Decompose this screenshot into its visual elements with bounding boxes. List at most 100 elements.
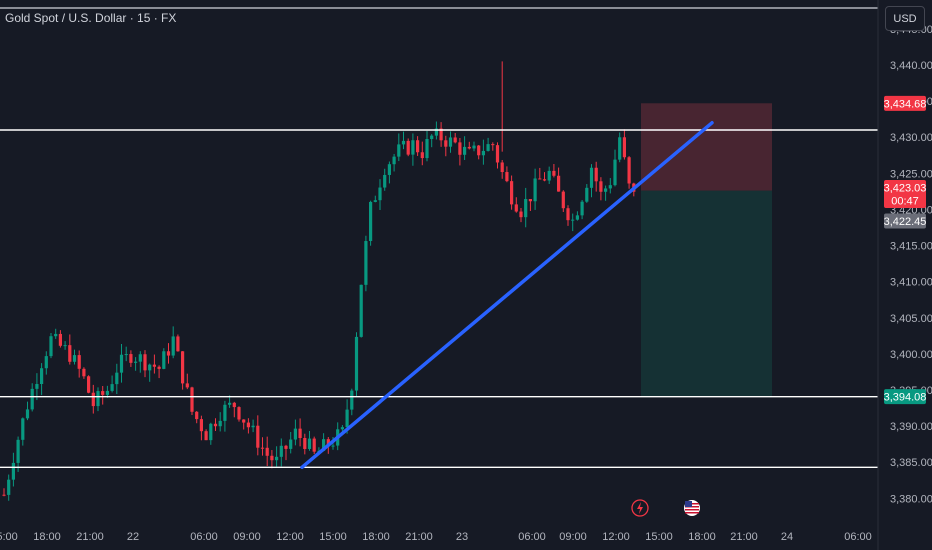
candle-body	[552, 170, 556, 176]
candle-body	[256, 425, 260, 448]
candle-body	[580, 201, 584, 216]
candle-body	[326, 439, 330, 447]
candle-body	[519, 211, 523, 218]
candle-body	[416, 140, 420, 153]
candle-body	[401, 140, 406, 145]
horizontal-lines[interactable]	[0, 129, 878, 468]
candle-body	[242, 419, 246, 423]
y-tick-label: 3,430.00	[890, 132, 932, 144]
candle-body	[373, 200, 377, 202]
trendline-segment	[300, 121, 714, 470]
candle-body	[369, 201, 373, 242]
candle-body	[557, 175, 561, 192]
candle-body	[228, 402, 232, 405]
candle-body	[138, 354, 142, 362]
candle-body	[524, 199, 528, 218]
y-tick-label: 3,410.00	[890, 277, 932, 289]
candle-body	[383, 174, 387, 188]
candle-body	[491, 144, 495, 146]
candle-body	[119, 354, 124, 373]
candle-body	[561, 191, 565, 209]
candle-body	[331, 445, 335, 447]
current-price-tag-text: 3,423.03	[884, 183, 927, 195]
candle-body	[251, 425, 255, 428]
trendline[interactable]	[300, 121, 714, 470]
candle-body	[547, 170, 551, 181]
candle-body	[481, 150, 485, 156]
candle-body	[425, 138, 429, 159]
candle-body	[105, 390, 109, 395]
candle-body	[613, 159, 617, 186]
x-tick-label: 12:00	[276, 531, 304, 543]
candle-body	[87, 376, 91, 393]
candle-body	[340, 427, 344, 430]
candle-body	[77, 355, 81, 369]
candle-body	[604, 188, 608, 192]
lower-line-tag	[884, 389, 926, 405]
candle-body	[307, 438, 312, 449]
candle-body	[265, 447, 269, 456]
candle-body	[134, 361, 138, 363]
candle-body	[110, 384, 114, 391]
current-price-tag	[884, 180, 926, 209]
time-axis[interactable]: 15:00 18:00 21:00 22 06:00 09:00 12:00 15:00 18:…	[0, 531, 872, 543]
candle-body	[463, 146, 467, 155]
x-tick-label: 21:00	[76, 531, 104, 543]
x-tick-label: 12:00	[602, 531, 630, 543]
x-tick-label: 18:00	[33, 531, 61, 543]
candle-body	[96, 391, 100, 407]
candle-body	[35, 384, 39, 389]
x-tick-label: 24	[781, 531, 793, 543]
candle-body	[514, 204, 518, 212]
candle-body	[260, 447, 265, 449]
candle-body	[350, 390, 354, 410]
candle-body	[467, 146, 471, 149]
last-close-tag	[884, 213, 926, 229]
candle-body	[11, 462, 15, 480]
candle-body	[58, 333, 62, 346]
candle-body	[237, 407, 241, 420]
candle-body	[322, 439, 326, 451]
x-tick-label: 15:00	[645, 531, 673, 543]
candle-body	[439, 128, 443, 141]
candle-body	[486, 144, 490, 151]
candle-body	[7, 479, 11, 495]
candle-body	[68, 345, 72, 362]
flash-event-icon	[631, 499, 649, 517]
x-tick-label: 06:00	[518, 531, 546, 543]
x-tick-label: 09:00	[559, 531, 587, 543]
candle-body	[364, 241, 368, 285]
candle-body	[585, 187, 589, 202]
candle-body	[44, 356, 48, 369]
candle-body	[284, 445, 288, 449]
x-tick-label: 21:00	[730, 531, 758, 543]
last-close-tag-text: 3,422.45	[884, 216, 927, 228]
y-tick-label: 3,380.00	[890, 493, 932, 505]
candle-body	[293, 428, 297, 440]
symbol-title[interactable]: Gold Spot / U.S. Dollar · 15 · FX	[5, 11, 176, 25]
y-tick-label: 3,415.00	[890, 241, 932, 253]
candle-body	[2, 494, 6, 496]
candle-body	[608, 185, 612, 189]
candle-body	[411, 140, 415, 155]
candle-body	[594, 167, 598, 182]
currency-button[interactable]: USD	[885, 6, 925, 31]
flag-stripe	[685, 509, 699, 511]
flash-event-ring	[631, 499, 649, 517]
candle-body	[458, 142, 462, 155]
event-markers[interactable]	[631, 499, 700, 517]
candle-body	[359, 284, 363, 337]
candle-body	[63, 345, 67, 347]
candle-body	[477, 145, 481, 156]
candle-body	[21, 418, 25, 440]
candles	[2, 61, 636, 501]
candle-body	[218, 420, 222, 427]
candle-body	[378, 187, 382, 201]
lower-line-tag-text: 3,394.08	[884, 392, 927, 404]
stop-loss-zone	[641, 103, 772, 191]
candle-body	[181, 351, 185, 384]
candle-body	[25, 409, 30, 419]
candle-body	[190, 387, 194, 412]
candle-body	[434, 128, 438, 136]
